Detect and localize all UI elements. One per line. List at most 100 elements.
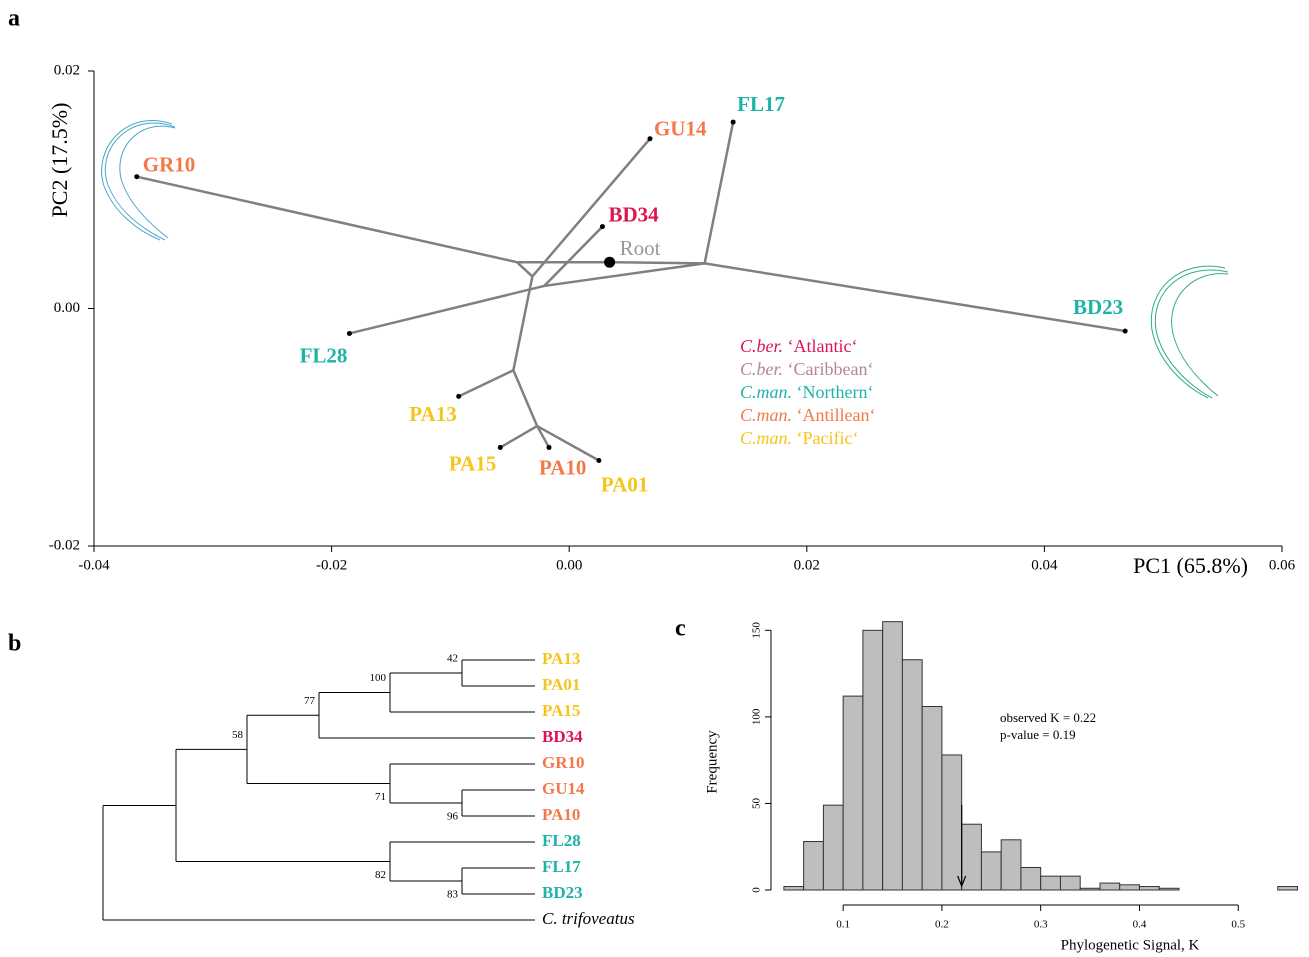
legend-entry: C.man. ‘Northern‘ xyxy=(740,382,873,402)
bar xyxy=(1277,886,1298,891)
legend-group: ‘Antillean‘ xyxy=(797,405,876,425)
tip-label: PA01 xyxy=(601,472,648,496)
bar xyxy=(862,629,884,891)
tip-label: PA15 xyxy=(542,701,580,720)
x-axis-label: PC1 (65.8%) xyxy=(1133,553,1248,578)
bar xyxy=(1138,886,1160,891)
bar xyxy=(882,621,903,891)
bar xyxy=(803,841,824,891)
panel-label: c xyxy=(675,616,686,642)
legend-group: ‘Northern‘ xyxy=(797,382,874,402)
tip-label: BD34 xyxy=(608,202,659,226)
bar xyxy=(783,886,805,891)
support-value: 58 xyxy=(232,729,244,741)
bar xyxy=(921,705,943,891)
internal-node xyxy=(703,262,706,265)
bar xyxy=(941,754,963,891)
legend-species: C.man. xyxy=(740,382,792,402)
shape-outline-right xyxy=(1150,265,1229,399)
branch xyxy=(704,262,1126,333)
x-tick-label: 0.1 xyxy=(836,919,850,931)
tip-label: FL28 xyxy=(542,831,581,850)
tip-label: GU14 xyxy=(542,779,585,798)
branch xyxy=(609,260,705,265)
internal-node xyxy=(515,261,518,264)
bar xyxy=(1040,875,1061,891)
bar xyxy=(1020,866,1042,891)
tip-label: BD34 xyxy=(542,727,583,746)
panel-label: b xyxy=(8,631,21,657)
y-tick-label: 150 xyxy=(751,622,763,639)
support-value: 42 xyxy=(447,653,458,665)
x-tick-label: 0.02 xyxy=(794,557,820,573)
x-tick-label: -0.02 xyxy=(316,557,347,573)
tip-label: PA15 xyxy=(449,451,496,475)
tip-label: PA13 xyxy=(542,649,580,668)
tip-label: GU14 xyxy=(654,117,707,141)
tip-node xyxy=(346,330,352,336)
support-value: 83 xyxy=(447,889,459,901)
y-tick-label: -0.02 xyxy=(49,537,80,553)
internal-node xyxy=(531,275,534,278)
branch xyxy=(512,369,539,427)
legend-entry: C.man. ‘Pacific‘ xyxy=(740,428,858,448)
y-tick-label: 0.02 xyxy=(54,62,80,78)
legend-group: ‘Pacific‘ xyxy=(797,428,859,448)
legend-species: C.ber. xyxy=(740,336,783,356)
root-node xyxy=(604,256,616,268)
legend-group: ‘Caribbean‘ xyxy=(788,359,874,379)
shape-outline-left xyxy=(101,120,176,241)
tip-label: FL28 xyxy=(300,343,348,367)
tip-label: PA10 xyxy=(539,455,586,479)
branch xyxy=(536,424,600,462)
tip-node xyxy=(134,174,140,180)
observed-arrowhead xyxy=(957,875,967,888)
tip-label: GR10 xyxy=(143,153,196,177)
x-tick-label: 0.2 xyxy=(935,919,949,931)
bar xyxy=(822,804,844,891)
x-tick-label: 0.4 xyxy=(1133,919,1147,931)
branch xyxy=(458,369,514,398)
legend-species: C.man. xyxy=(740,428,792,448)
tip-label: GR10 xyxy=(542,753,585,772)
tip-node xyxy=(1122,328,1128,334)
bar xyxy=(1000,839,1022,891)
support-value: 100 xyxy=(370,672,387,684)
x-tick-label: 0.3 xyxy=(1034,919,1048,931)
tip-node xyxy=(599,224,605,230)
tip-label: Root xyxy=(620,236,661,260)
legend-group: ‘Atlantic‘ xyxy=(788,336,858,356)
tip-label: PA13 xyxy=(409,402,456,426)
bar xyxy=(1059,875,1081,891)
legend-entry: C.ber. ‘Atlantic‘ xyxy=(740,336,858,356)
y-tick-label: 50 xyxy=(751,797,763,809)
y-tick-label: 0.00 xyxy=(54,300,80,316)
bar xyxy=(980,851,1002,891)
x-tick-label: -0.04 xyxy=(78,557,110,573)
branch xyxy=(349,284,545,335)
legend-species: C.man. xyxy=(740,405,792,425)
branch xyxy=(536,425,551,449)
x-tick-label: 0.04 xyxy=(1031,557,1058,573)
x-tick-label: 0.00 xyxy=(556,557,582,573)
legend-entry: C.man. ‘Antillean‘ xyxy=(740,405,876,425)
internal-node xyxy=(512,369,515,372)
support-value: 71 xyxy=(375,791,386,803)
bar xyxy=(1119,884,1140,891)
y-axis-label: Frequency xyxy=(704,730,720,794)
y-axis-label: PC2 (17.5%) xyxy=(47,103,72,218)
branch xyxy=(703,121,735,264)
tip-node xyxy=(546,444,552,450)
tip-label: BD23 xyxy=(1073,295,1123,319)
tip-label: FL17 xyxy=(737,92,785,116)
internal-node xyxy=(543,284,546,287)
branch xyxy=(516,261,534,278)
internal-node xyxy=(536,425,539,428)
x-tick-label: 0.06 xyxy=(1269,557,1296,573)
branch xyxy=(512,276,534,371)
tip-node xyxy=(456,393,462,399)
bar xyxy=(1099,882,1121,891)
tip-label: BD23 xyxy=(542,883,583,902)
branch xyxy=(531,137,651,278)
bar xyxy=(901,659,923,891)
